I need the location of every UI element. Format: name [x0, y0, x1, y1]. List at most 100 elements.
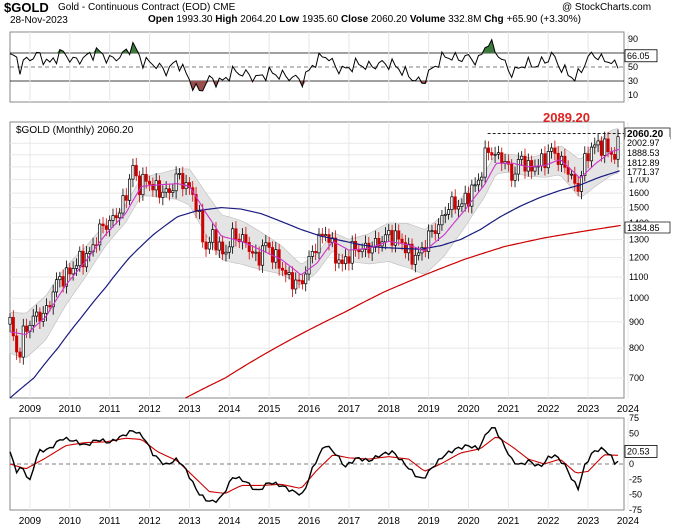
candle-body: [144, 173, 148, 182]
candle-body: [45, 305, 49, 314]
candle-body: [227, 246, 231, 253]
price-year-label: 2019: [418, 404, 441, 415]
open-label: Open: [148, 14, 174, 25]
candle-body: [583, 153, 587, 176]
price-label: 1384.85: [627, 223, 660, 233]
ma-mid-line: [9, 170, 620, 399]
price-year-label: 2017: [338, 404, 361, 415]
rsi-overbought-fill: [33, 39, 595, 53]
candle-body: [111, 215, 115, 221]
macd-year-label: 2021: [497, 516, 520, 527]
candle-body: [25, 325, 29, 332]
price-year-label: 2009: [19, 404, 42, 415]
price-label-box: [625, 147, 670, 158]
macd-tick-label: -25: [629, 474, 642, 484]
candle-body: [486, 147, 490, 153]
candle-body: [606, 138, 610, 153]
candle-body: [290, 272, 294, 290]
price-tick-label: 1500: [629, 203, 649, 213]
price-label-box: [625, 166, 670, 177]
candle-body: [493, 153, 497, 156]
macd-year-label: 2017: [338, 516, 361, 527]
price-tick-label: 1300: [629, 235, 649, 245]
candle-body: [71, 268, 75, 275]
candle-body: [151, 183, 155, 191]
candle-body: [589, 146, 593, 162]
candle-body: [214, 229, 218, 251]
macd-panel: 7550250-25-50-7520.532009201020112012201…: [9, 413, 658, 527]
macd-last-label: 20.53: [627, 446, 650, 456]
candle-body: [533, 166, 537, 172]
candle-body: [15, 335, 19, 353]
candle-body: [121, 195, 125, 214]
candle-body: [603, 138, 607, 156]
chg-label: Chg: [484, 14, 504, 25]
highlight-label: 2089.20: [543, 110, 590, 125]
candle-body: [284, 269, 288, 275]
candle-body: [460, 203, 464, 207]
candle-body: [18, 351, 22, 358]
candle-body: [118, 212, 122, 219]
candle-body: [360, 248, 364, 253]
candle-body: [54, 279, 59, 293]
candle-body: [124, 195, 128, 201]
price-year-label: 2015: [258, 404, 281, 415]
candle-body: [410, 243, 414, 265]
candle-body: [21, 325, 25, 358]
candle-body: [347, 256, 351, 264]
price-panel: 7008009001000110012001300140015001600170…: [8, 121, 671, 415]
ohlc-row: Open 1993.30 High 2064.20 Low 1935.60 Cl…: [148, 14, 581, 25]
candle-body: [363, 242, 368, 250]
candle-body: [171, 190, 175, 193]
candle-body: [324, 234, 328, 237]
candle-body: [354, 241, 358, 251]
candle-body: [108, 220, 112, 230]
price-year-label: 2013: [178, 404, 201, 415]
candle-body: [64, 267, 69, 287]
candle-body: [314, 251, 318, 254]
candle-body: [204, 241, 208, 250]
price-year-label: 2016: [298, 404, 321, 415]
macd-tick-label: 0: [629, 459, 634, 469]
price-year-label: 2024: [617, 404, 640, 415]
candle-body: [470, 184, 474, 207]
candle-body: [74, 265, 78, 269]
candle-body: [11, 317, 15, 337]
candle-body: [35, 311, 39, 317]
candle-body: [58, 276, 62, 281]
candle-body: [370, 246, 374, 254]
candle-body: [128, 178, 132, 201]
exchange-label: CME: [213, 2, 236, 13]
macd-line: [9, 426, 619, 504]
macd-year-label: 2023: [577, 516, 600, 527]
candle-body: [257, 251, 261, 266]
candle-body: [340, 259, 344, 265]
macd-year-label: 2010: [59, 516, 82, 527]
rsi-tick-label: 10: [628, 90, 638, 100]
candle-body: [310, 251, 314, 257]
candle-body: [480, 176, 484, 181]
candle-body: [393, 230, 397, 246]
candle-body: [224, 251, 228, 255]
candle-body: [81, 250, 85, 268]
candle-body: [447, 209, 451, 215]
candle-body: [573, 173, 577, 184]
candle-body: [540, 153, 544, 167]
candle-body: [566, 166, 570, 175]
candle-body: [397, 230, 401, 240]
candle-body: [350, 241, 354, 264]
volume-value: 332.8M: [448, 14, 482, 25]
candle-body: [596, 140, 600, 146]
candle-body: [417, 252, 421, 256]
candle-body: [390, 230, 394, 246]
candle-body: [337, 259, 341, 264]
candle-body: [490, 152, 494, 156]
candle-body: [563, 155, 567, 168]
candle-body: [61, 276, 65, 287]
candle-body: [450, 196, 454, 210]
macd-year-label: 2022: [537, 516, 560, 527]
candle-body: [207, 241, 211, 250]
macd-tick-label: -50: [629, 490, 642, 500]
candle-body: [550, 147, 554, 152]
ma-long-line: [185, 224, 621, 399]
